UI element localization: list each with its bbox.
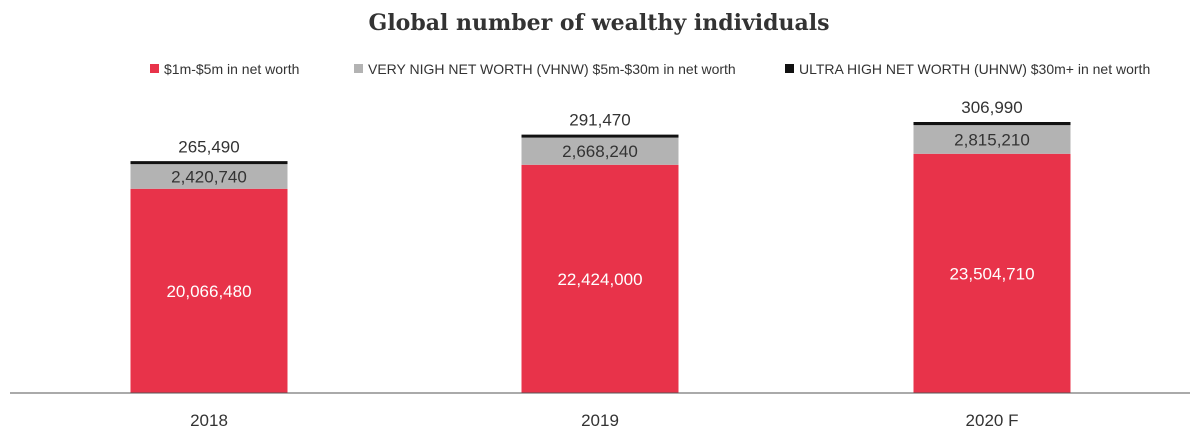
bar-vhnw-0	[130, 164, 288, 189]
data-label-vhnw-2: 2,815,210	[954, 130, 1030, 149]
bar-1m-5m-2	[913, 153, 1071, 393]
data-label-uhnw-1: 291,470	[569, 111, 630, 130]
data-label-uhnw-2: 306,990	[961, 98, 1022, 117]
bar-1m-5m-1	[521, 164, 679, 393]
data-label-vhnw-0: 2,420,740	[171, 167, 247, 186]
data-label-vhnw-1: 2,668,240	[562, 142, 638, 161]
legend-swatch-uhnw	[785, 64, 794, 73]
legend-swatch-1m-5m	[150, 64, 159, 73]
legend-label-1m-5m: $1m-$5m in net worth	[164, 61, 299, 77]
bar-vhnw-2	[913, 125, 1071, 154]
data-label-1m-5m-1: 22,424,000	[557, 270, 642, 289]
x-tick-label-0: 2018	[190, 411, 228, 430]
bars-group	[130, 122, 1071, 393]
data-label-uhnw-0: 265,490	[178, 137, 239, 156]
legend: $1m-$5m in net worth VERY NIGH NET WORTH…	[150, 61, 1150, 77]
legend-swatch-vhnw	[354, 64, 363, 73]
bar-uhnw-1	[521, 134, 679, 138]
x-tick-label-2: 2020 F	[966, 411, 1019, 430]
chart-title: Global number of wealthy individuals	[369, 10, 830, 36]
data-label-1m-5m-0: 20,066,480	[166, 282, 251, 301]
legend-label-uhnw: ULTRA HIGH NET WORTH (UHNW) $30m+ in net…	[799, 61, 1150, 77]
x-tick-label-1: 2019	[581, 411, 619, 430]
bar-vhnw-1	[521, 137, 679, 165]
x-axis-ticks: 2018 2019 2020 F	[190, 411, 1018, 430]
data-label-1m-5m-2: 23,504,710	[949, 264, 1034, 283]
bar-uhnw-0	[130, 161, 288, 165]
legend-label-vhnw: VERY NIGH NET WORTH (VHNW) $5m-$30m in n…	[368, 61, 736, 77]
data-labels-group: 20,066,480 2,420,740 265,490 22,424,000 2,66…	[166, 98, 1034, 301]
bar-1m-5m-0	[130, 188, 288, 393]
bar-uhnw-2	[913, 122, 1071, 126]
